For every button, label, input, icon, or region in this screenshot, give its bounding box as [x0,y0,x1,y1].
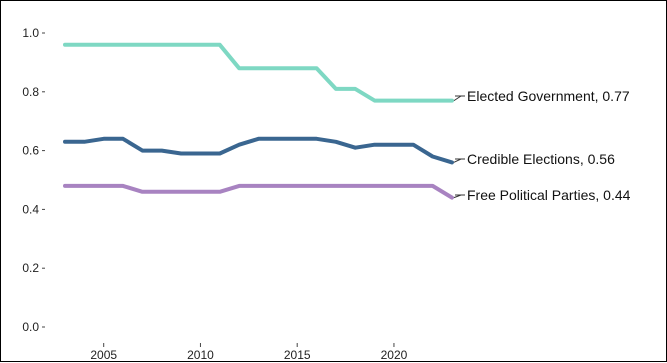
series-label: Credible Elections, 0.56 [467,151,615,167]
series-line [65,186,452,198]
label-connector [454,159,461,162]
x-tick-label: 2020 [381,348,408,362]
x-tick-label: 2005 [90,348,117,362]
series-line [65,139,452,163]
series-line [65,45,452,101]
series-label: Elected Government, 0.77 [467,88,630,104]
y-tick-label: 0.6 [22,144,39,158]
y-tick-label: 1.0 [22,26,39,40]
y-tick-label: 0.0 [22,320,39,334]
y-tick-label: 0.2 [22,261,39,275]
y-tick-label: 0.8 [22,85,39,99]
x-tick-label: 2010 [187,348,214,362]
x-tick-label: 2015 [284,348,311,362]
label-connector [454,96,461,101]
y-tick-label: 0.4 [22,202,39,216]
series-label: Free Political Parties, 0.44 [467,187,631,203]
